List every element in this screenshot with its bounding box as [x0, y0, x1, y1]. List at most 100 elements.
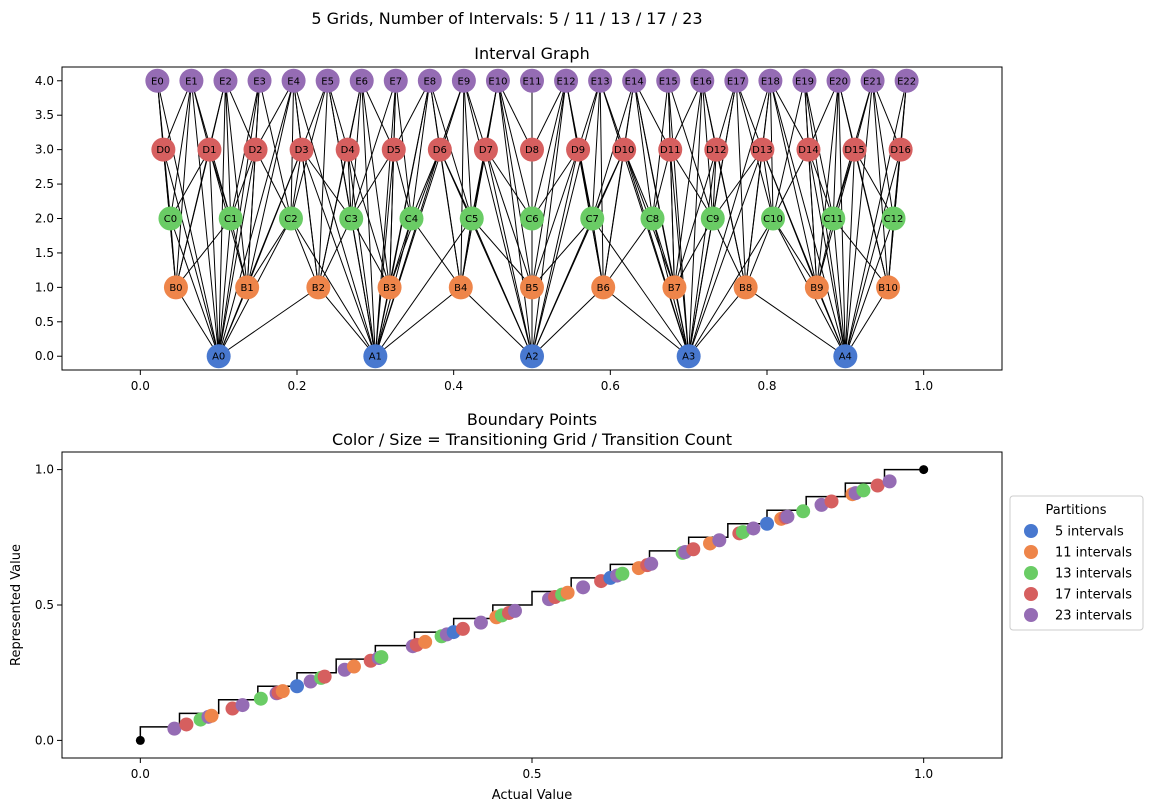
graph-edge: [667, 80, 714, 219]
graph-node-label: E4: [287, 76, 300, 87]
graph-edge: [844, 287, 889, 357]
graph-edge: [807, 149, 846, 357]
graph-node-D11: D11: [658, 137, 683, 162]
graph-node-A3: A3: [676, 344, 701, 369]
graph-edge: [633, 80, 671, 150]
graph-node-D5: D5: [381, 137, 406, 162]
graph-node-label: C4: [405, 214, 418, 225]
x-tick-label: 0.0: [131, 767, 150, 781]
y-tick-label: 2.5: [35, 177, 54, 191]
graph-node-B9: B9: [804, 275, 829, 300]
graph-node-label: D15: [844, 145, 864, 156]
graph-node-D8: D8: [520, 137, 544, 162]
graph-edge: [531, 149, 579, 357]
y-tick-label: 3.5: [35, 108, 54, 122]
graph-node-B7: B7: [662, 275, 687, 300]
graph-node-label: D16: [890, 145, 910, 156]
graph-node-circle: [842, 137, 867, 162]
graph-node-circle: [761, 206, 786, 231]
graph-node-E0: E0: [145, 68, 170, 93]
graph-node-circle: [213, 68, 238, 93]
graph-node-C4: C4: [399, 206, 424, 231]
legend-entry-17: 17 intervals: [1024, 587, 1132, 603]
graph-edge: [633, 80, 654, 219]
graph-edge: [439, 149, 533, 357]
graph-node-E9: E9: [451, 68, 476, 93]
graph-edge: [169, 80, 192, 219]
graph-edge: [673, 80, 703, 288]
graph-node-D13: D13: [750, 137, 775, 162]
graph-node-circle: [485, 68, 510, 93]
boundary-point-17: [686, 542, 701, 557]
graph-node-label: E3: [253, 76, 266, 87]
graph-node-circle: [363, 344, 388, 369]
graph-node-C6: C6: [520, 206, 544, 231]
graph-node-circle: [792, 68, 817, 93]
graph-node-label: E2: [219, 76, 232, 87]
graph-node-E8: E8: [417, 68, 442, 93]
graph-node-circle: [383, 68, 408, 93]
graph-node-A0: A0: [206, 344, 231, 369]
graph-node-circle: [833, 344, 858, 369]
graph-node-D6: D6: [427, 137, 452, 162]
graph-node-C11: C11: [821, 206, 846, 231]
graph-node-D0: D0: [151, 137, 176, 162]
legend-label: 17 intervals: [1055, 588, 1132, 603]
boundary-point-23: [473, 615, 488, 630]
graph-node-label: E6: [355, 76, 368, 87]
boundary-point-23: [167, 721, 182, 736]
x-tick-label: 0.4: [444, 379, 463, 393]
graph-edge: [772, 218, 818, 288]
graph-node-A1: A1: [363, 344, 388, 369]
graph-node-label: E21: [863, 76, 882, 87]
graph-node-label: A0: [212, 352, 225, 363]
graph-edge: [317, 287, 376, 357]
graph-node-circle: [826, 68, 851, 93]
graph-edge: [190, 80, 220, 357]
graph-node-C12: C12: [881, 206, 906, 231]
boundary-point-5: [290, 679, 304, 694]
boundary-point-11: [418, 634, 433, 649]
graph-node-label: D6: [433, 145, 447, 156]
boundary-point-23: [235, 698, 250, 713]
graph-node-label: E0: [151, 76, 164, 87]
graph-edge: [485, 149, 533, 288]
boundary-point-13: [856, 483, 871, 498]
graph-node-circle: [566, 137, 591, 162]
graph-edge: [497, 80, 533, 288]
graph-edge: [208, 149, 220, 357]
graph-node-label: E16: [693, 76, 712, 87]
graph-node-E7: E7: [383, 68, 408, 93]
graph-node-B3: B3: [377, 275, 402, 300]
graph-node-label: A3: [682, 352, 695, 363]
step-line: [139, 468, 924, 741]
y-tick-label: 3.0: [35, 143, 54, 157]
graph-node-C5: C5: [459, 206, 484, 231]
graph-node-A2: A2: [520, 344, 544, 369]
graph-edge: [255, 149, 292, 219]
graph-node-label: D13: [752, 145, 772, 156]
graph-node-B2: B2: [306, 275, 331, 300]
graph-node-label: C9: [706, 214, 719, 225]
boundary-points: [135, 465, 929, 745]
boundary-point-23: [882, 474, 897, 489]
graph-edge: [162, 80, 192, 150]
boundary-points-x-ticks: 0.0 0.5 1.0: [131, 758, 933, 781]
graph-node-circle: [520, 68, 544, 93]
graph-node-D16: D16: [888, 137, 913, 162]
graph-node-circle: [658, 137, 683, 162]
graph-edge: [633, 80, 675, 288]
graph-node-label: D9: [571, 145, 585, 156]
graph-node-circle: [381, 137, 406, 162]
graph-edge: [531, 287, 604, 357]
graph-node-label: E12: [557, 76, 576, 87]
graph-node-label: C10: [763, 214, 783, 225]
graph-edge: [175, 287, 220, 357]
legend-entry-11: 11 intervals: [1024, 545, 1132, 561]
graph-edge: [712, 149, 763, 219]
graph-edge: [255, 80, 295, 150]
graph-edge: [389, 80, 431, 288]
graph-edge: [832, 80, 840, 219]
graph-node-circle: [377, 275, 402, 300]
graph-node-label: A1: [369, 352, 382, 363]
